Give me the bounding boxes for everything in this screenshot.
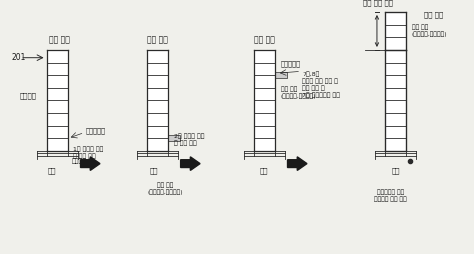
Text: 건물 높이 증가: 건물 높이 증가: [363, 0, 393, 6]
Text: 기존 부분: 기존 부분: [49, 36, 70, 45]
Text: 지반: 지반: [260, 167, 268, 174]
Text: 기존 부분: 기존 부분: [147, 36, 168, 45]
Text: 신설슬래브: 신설슬래브: [281, 60, 301, 67]
Text: 지반: 지반: [48, 167, 56, 174]
Text: 1층 슬래브 철거
및 외부 반출: 1층 슬래브 철거 및 외부 반출: [73, 146, 103, 159]
Text: 지반: 지반: [391, 167, 400, 174]
Text: 신설 부분
(수평증축,층고확장): 신설 부분 (수평증축,층고확장): [412, 25, 447, 37]
Bar: [168, 135, 180, 141]
Text: 기존 부분: 기존 부분: [254, 36, 274, 45]
Text: 신설슬래브 두께
자유롭게 조정 기능: 신설슬래브 두께 자유롭게 조정 기능: [374, 190, 407, 202]
Text: 신설 부분
(수평증축,층고확장): 신설 부분 (수평증축,층고확장): [281, 87, 316, 99]
Bar: [385, 12, 406, 50]
Text: 증축대상: 증축대상: [20, 92, 37, 99]
Text: 7층,8층
슬래브 동시 철거 및
외부 반출 후
7층 신설슬래브 설치: 7층,8층 슬래브 동시 철거 및 외부 반출 후 7층 신설슬래브 설치: [302, 71, 340, 98]
Bar: [46, 50, 68, 151]
Bar: [385, 12, 406, 151]
Bar: [275, 72, 287, 78]
Text: 신설슬래브: 신설슬래브: [85, 127, 105, 134]
FancyArrow shape: [181, 157, 200, 170]
Text: 신설 부분: 신설 부분: [424, 12, 443, 18]
FancyArrow shape: [81, 157, 100, 170]
Text: 신설 부분
(수평증축,층고확장): 신설 부분 (수평증축,층고확장): [147, 182, 183, 195]
Text: 지반: 지반: [149, 167, 158, 174]
FancyArrow shape: [288, 157, 307, 170]
Bar: [254, 50, 275, 151]
Bar: [146, 50, 168, 151]
Bar: [385, 50, 406, 151]
Text: 지하외벽: 지하외벽: [72, 159, 87, 165]
Text: 2층 슬래브 철거
및 외부 반출: 2층 슬래브 철거 및 외부 반출: [174, 134, 204, 146]
Text: 201: 201: [11, 53, 26, 62]
